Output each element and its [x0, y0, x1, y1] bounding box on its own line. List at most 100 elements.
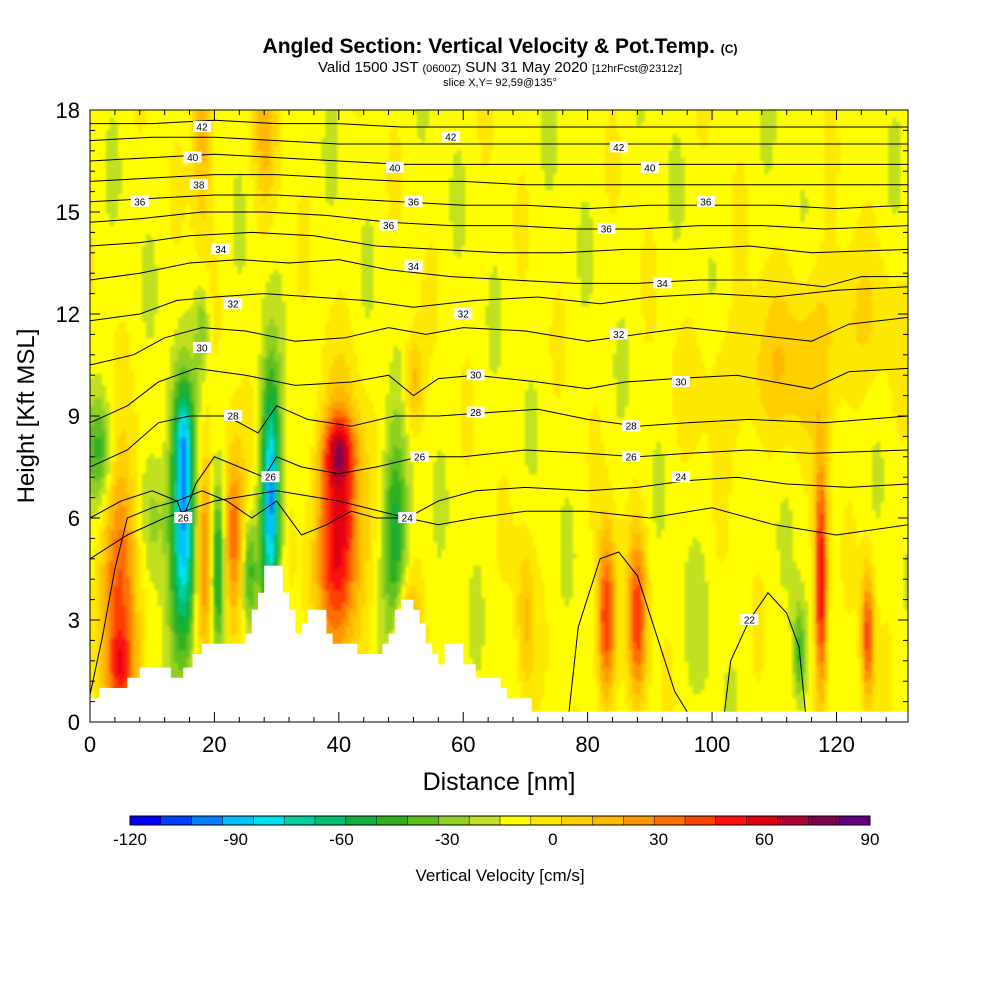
- isentrope-38-line: [90, 174, 908, 186]
- isentrope-label-text: 28: [470, 408, 482, 419]
- isentrope-label-bg: [385, 161, 404, 173]
- colorbar-swatch: [777, 816, 809, 825]
- valid-date: SUN 31 May 2020: [465, 59, 588, 76]
- isentrope-label-28: 28: [622, 420, 641, 433]
- isentrope-label-text: 40: [644, 163, 656, 174]
- colorbar-swatch: [808, 816, 840, 825]
- isentrope-label-text: 26: [178, 514, 190, 525]
- isentrope-36-line: [90, 194, 908, 210]
- colorbar-swatch: [315, 816, 347, 825]
- colorbar-label: Vertical Velocity [cm/s]: [415, 866, 584, 885]
- isentrope-label-text: 26: [265, 473, 277, 484]
- colorbar-swatch: [500, 816, 532, 825]
- isentrope-label-26: 26: [261, 471, 280, 484]
- isentrope-30-line: [90, 367, 908, 424]
- isentrope-label-bg: [183, 151, 202, 163]
- y-tick-label: 15: [56, 200, 80, 225]
- chart-title: Angled Section: Vertical Velocity & Pot.…: [0, 36, 1000, 60]
- isentrope-label-text: 36: [134, 197, 146, 208]
- isentrope-label-bg: [404, 195, 423, 207]
- colorbar-swatch: [376, 816, 408, 825]
- y-tick-label: 9: [68, 404, 80, 429]
- isentrope-40-line: [90, 136, 908, 145]
- colorbar-tick-label: 0: [548, 830, 557, 849]
- isentrope-label-40: 40: [640, 161, 659, 174]
- forecast-tag: [12hrFcst@2312z]: [591, 63, 682, 75]
- colorbar-swatch: [561, 816, 593, 825]
- isentrope-28-line: [90, 405, 908, 468]
- isentrope-label-38: 38: [189, 178, 208, 191]
- colorbar-swatch: [222, 816, 254, 825]
- isentrope-label-bg: [597, 223, 616, 234]
- isentrope-label-text: 26: [626, 452, 638, 463]
- chart-subtitle: Valid 1500 JST (0600Z) SUN 31 May 2020 […: [0, 60, 1000, 77]
- isentrope-32-line: [90, 316, 908, 366]
- isentrope-label-text: 42: [613, 143, 625, 154]
- isentrope-label-36: 36: [404, 195, 423, 208]
- isentrope-label-text: 40: [187, 153, 199, 164]
- isentrope-label-24: 24: [671, 471, 690, 484]
- y-tick-label: 3: [68, 608, 80, 633]
- isentrope-label-bg: [211, 243, 230, 255]
- colorbar-tick-label: 60: [755, 830, 774, 849]
- copyright-mark: (C): [720, 42, 738, 56]
- isentrope-label-text: 40: [389, 163, 401, 174]
- isentrope-34-line: [90, 231, 908, 254]
- colorbar-swatch: [592, 816, 624, 825]
- isentrope-26-line: [90, 449, 908, 520]
- isentrope-label-text: 24: [402, 514, 414, 525]
- isentrope-22-line: [568, 551, 688, 713]
- chart-title-main: Angled Section: Vertical Velocity & Pot.…: [262, 35, 715, 58]
- isentrope-label-36: 36: [379, 219, 398, 232]
- y-tick-label: 12: [56, 302, 80, 327]
- x-axis-label: Distance [nm]: [423, 768, 576, 796]
- isentrope-34-line: [90, 259, 908, 288]
- isentrope-label-text: 30: [196, 344, 208, 355]
- isentrope-24-line: [90, 476, 908, 560]
- colorbar-swatch: [160, 816, 193, 825]
- colorbar-tick-label: 30: [649, 830, 668, 849]
- isentrope-40-line: [90, 153, 908, 165]
- isentrope-label-text: 36: [601, 225, 613, 236]
- isentrope-label-bg: [622, 450, 641, 462]
- isentrope-32-line: [90, 286, 908, 322]
- isentrope-label-36: 36: [696, 195, 715, 208]
- isentrope-label-bg: [398, 512, 417, 523]
- isentrope-label-26: 26: [174, 512, 193, 525]
- slice-info: slice X,Y= 92,59@135°: [443, 77, 557, 89]
- isentrope-label-bg: [379, 219, 398, 231]
- isentrope-label-42: 42: [441, 131, 460, 144]
- isentrope-label-22: 22: [740, 614, 759, 627]
- isentrope-label-bg: [671, 376, 690, 387]
- isentrope-label-text: 32: [458, 310, 470, 321]
- isentrope-label-bg: [189, 178, 208, 190]
- isentrope-22-line: [724, 591, 806, 712]
- isentrope-42-line: [90, 119, 908, 128]
- colorbar-swatch: [746, 816, 778, 825]
- isentrope-label-40: 40: [385, 161, 404, 174]
- isentrope-label-42: 42: [192, 121, 211, 134]
- terrain: [90, 565, 908, 722]
- isentrope-labels: 22 24 24 26 26 26 26 28 28 28 30 30 30 32 32 32 34 34 34 36…: [130, 121, 759, 627]
- isentrope-label-text: 30: [470, 371, 482, 382]
- isentrope-label-text: 42: [196, 123, 208, 134]
- isentrope-label-text: 34: [657, 279, 669, 290]
- isentrope-label-text: 24: [675, 473, 687, 484]
- isentrope-label-text: 26: [414, 452, 426, 463]
- isentrope-label-32: 32: [609, 328, 628, 341]
- colorbar-swatch: [130, 816, 162, 825]
- isentrope-label-bg: [609, 141, 628, 153]
- colorbar-swatch: [654, 816, 686, 825]
- isentrope-label-30: 30: [192, 342, 211, 355]
- isentrope-label-42: 42: [609, 141, 628, 154]
- isentrope-label-40: 40: [183, 151, 202, 164]
- isentrope-label-text: 32: [228, 299, 240, 310]
- isentrope-label-36: 36: [130, 195, 149, 208]
- isentrope-label-text: 22: [744, 616, 756, 627]
- isentrope-label-bg: [404, 260, 423, 272]
- colorbar-swatch: [469, 816, 501, 825]
- valid-time: Valid 1500 JST: [317, 59, 419, 76]
- isentrope-label-bg: [192, 121, 211, 132]
- isentrope-label-bg: [261, 471, 280, 483]
